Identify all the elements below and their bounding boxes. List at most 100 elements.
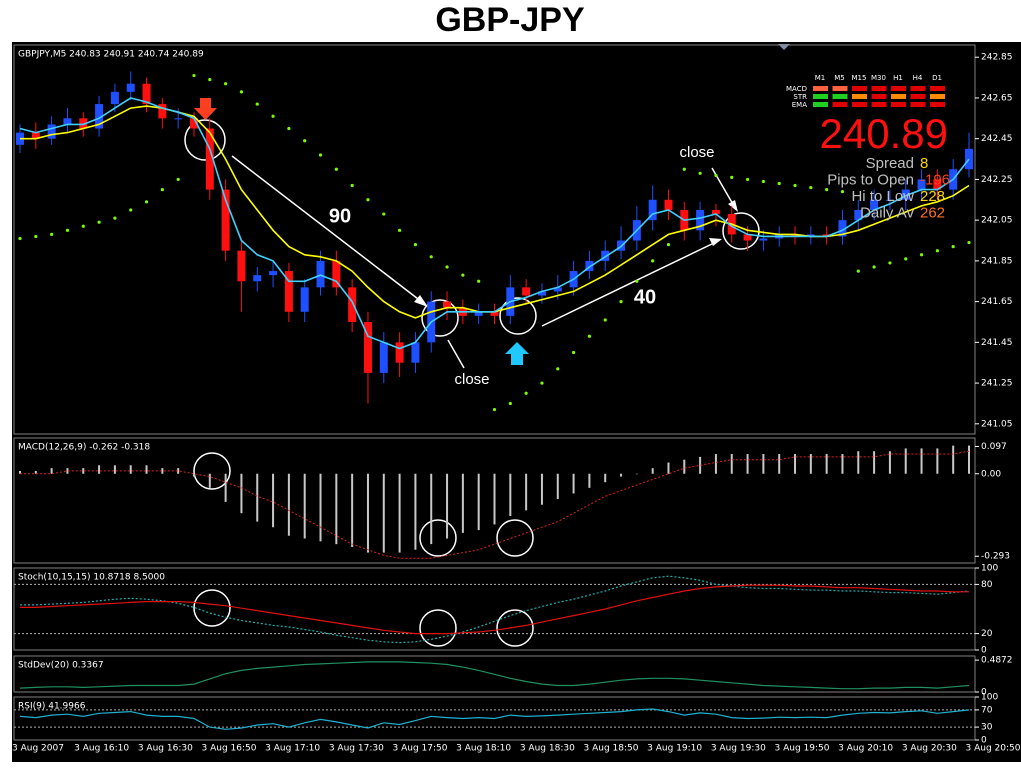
y-tick-label: 242.25 [981, 175, 1013, 185]
sar-dot [18, 236, 22, 241]
sar-dot [461, 273, 465, 277]
signal-cell [813, 102, 828, 107]
signal-cell [891, 86, 906, 91]
signal-circle [419, 609, 457, 647]
sar-dot [334, 167, 338, 171]
candle-body [31, 132, 40, 139]
signal-cell [871, 86, 887, 91]
sar-dot [144, 200, 149, 204]
sar-dot [398, 228, 402, 232]
macd-bar [936, 448, 939, 474]
x-tick-label: 3 Aug 20:50 [966, 744, 1021, 754]
arrow-heads [414, 200, 738, 307]
macd-bar [746, 454, 749, 474]
y-tick-label: 100 [981, 564, 998, 574]
signal-circle [496, 519, 534, 557]
macd-bar [319, 473, 322, 542]
sar-dot [176, 177, 180, 182]
signal-cell [871, 94, 887, 99]
x-tick-label: 3 Aug 16:50 [202, 744, 257, 754]
info-label: Hi to Low [851, 188, 914, 205]
timeframe-label: D1 [932, 74, 942, 82]
macd-bar [572, 473, 575, 494]
panel-label: StdDev(20) 0.3367 [18, 661, 104, 671]
candle-body [237, 250, 246, 282]
candle-body [316, 260, 325, 288]
candle-body [126, 83, 135, 92]
candle-body [253, 275, 262, 282]
sar-dot [113, 216, 117, 220]
sar-dot [888, 261, 892, 265]
macd-bar [34, 470, 37, 474]
candle-body [332, 260, 341, 288]
macd-bar [303, 473, 306, 539]
sar-dot [587, 334, 592, 338]
macd-bar [398, 473, 401, 553]
x-tick-label: 3 Aug 16:10 [74, 744, 129, 754]
candle-body [110, 91, 119, 105]
macd-bar [841, 454, 844, 474]
y-tick-label: 241.25 [981, 379, 1013, 389]
signal-cell [832, 102, 848, 107]
candle-body [189, 118, 198, 129]
info-value: 8 [920, 155, 928, 172]
macd-bar [730, 454, 733, 474]
sar-dot [571, 350, 576, 355]
sar-dot [603, 318, 607, 322]
candle-body [585, 260, 594, 272]
x-tick-label: 3 Aug 19:30 [711, 744, 766, 754]
candle-body [664, 199, 673, 210]
x-tick-label: 3 Aug 18:30 [520, 744, 575, 754]
signal-circle [722, 212, 760, 250]
candle-body [63, 118, 72, 125]
signal-circle [193, 589, 231, 627]
sar-dot [413, 242, 418, 247]
candle-body [901, 189, 910, 200]
info-value: -196 [920, 171, 950, 188]
arrow-head [709, 238, 722, 246]
sar-dot [81, 224, 85, 228]
panel-label: RSI(9) 41.9966 [18, 702, 86, 712]
signal-circle [496, 609, 534, 647]
sar-dot [492, 407, 497, 412]
macd-bar [525, 473, 528, 511]
info-value: 262 [920, 204, 945, 221]
chart-background [12, 42, 1021, 762]
sar-dot [840, 190, 845, 194]
sar-dot [160, 188, 164, 192]
timeframe-label: M5 [834, 74, 845, 82]
candle-body [205, 128, 214, 190]
y-tick-label: 0 [981, 736, 987, 746]
macd-bar [540, 473, 543, 505]
macd-bar [446, 473, 449, 539]
candle-body [838, 220, 847, 237]
macd-bar [920, 448, 923, 474]
arrow-line [231, 155, 423, 303]
candle-body [933, 179, 942, 190]
candle-body [395, 342, 404, 363]
sar-dot [366, 198, 370, 202]
y-tick-label: 241.05 [981, 419, 1013, 429]
macd-bar [604, 473, 607, 483]
indicator-line [19, 708, 970, 730]
candle-body [47, 124, 56, 139]
info-label: Pips to Open [827, 171, 914, 188]
x-tick-label: 3 Aug 18:10 [456, 744, 511, 754]
sar-dot [635, 279, 639, 283]
macd-bar [968, 445, 970, 474]
macd-bar [667, 462, 670, 474]
timeframe-label: M1 [815, 74, 826, 82]
signal-cell [852, 102, 867, 107]
x-tick-label: 3 Aug 17:10 [265, 744, 320, 754]
macd-bar [145, 465, 148, 474]
moving-average [19, 97, 970, 350]
macd-bar [224, 473, 227, 502]
timeframe-label: H1 [893, 74, 903, 82]
candle-body [917, 179, 926, 190]
info-label: Spread [866, 155, 914, 172]
macd-bar [857, 451, 860, 474]
sar-dot [967, 240, 971, 245]
annotation: 90 [329, 205, 351, 227]
